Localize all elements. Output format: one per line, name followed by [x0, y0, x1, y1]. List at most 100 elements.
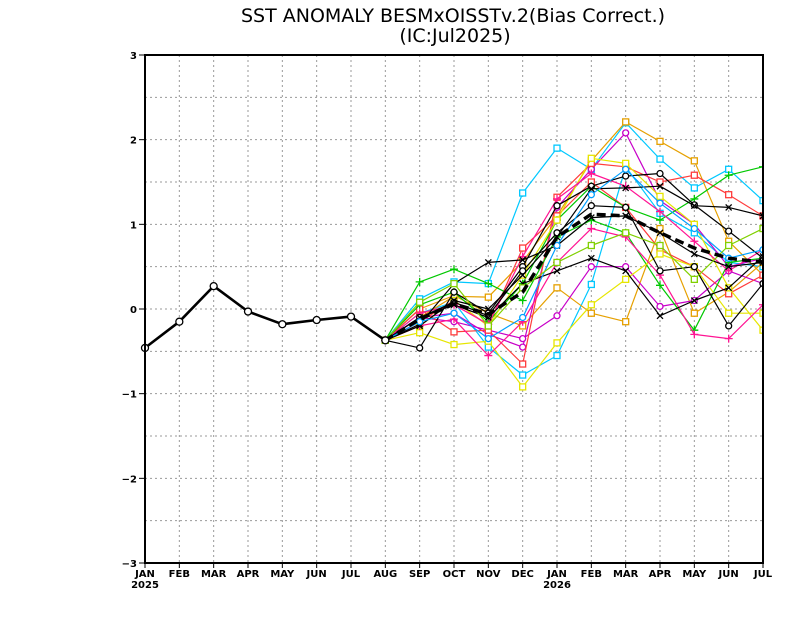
- point-marker: [587, 224, 596, 233]
- point-marker: [450, 328, 458, 336]
- series-line: [384, 132, 763, 348]
- point-marker: [656, 250, 664, 258]
- series-line: [384, 228, 763, 341]
- point-marker: [622, 318, 630, 326]
- y-tick-label: −3: [122, 559, 137, 570]
- point-marker: [484, 314, 492, 321]
- x-tick-label: MAR: [613, 569, 639, 580]
- point-marker: [656, 178, 664, 186]
- point-marker: [622, 263, 630, 271]
- x-tick-label: FEB: [581, 569, 602, 580]
- point-marker: [690, 237, 699, 246]
- point-marker: [621, 182, 630, 191]
- series-line: [385, 168, 763, 341]
- axes: −3 −2 −1 0 1 2 3 JAN FEB MAR APR MAY JUN JUL AUG SEP OCT…: [122, 51, 773, 591]
- point-marker: [450, 279, 458, 288]
- point-marker: [759, 300, 763, 309]
- series-ensemble-mean: [384, 212, 763, 342]
- series-line: [384, 228, 763, 341]
- point-marker: [622, 159, 630, 168]
- point-marker: [725, 203, 733, 211]
- point-marker: [690, 184, 698, 192]
- point-marker: [690, 250, 698, 258]
- point-marker: [622, 184, 630, 192]
- point-marker: [622, 229, 630, 237]
- y-tick-label: 3: [130, 51, 137, 62]
- point-marker: [346, 312, 356, 321]
- series-line: [385, 215, 763, 341]
- x-tick-label: AUG: [373, 569, 397, 580]
- point-marker: [622, 172, 630, 180]
- series-m21: [381, 224, 763, 344]
- point-marker: [690, 309, 698, 317]
- series-m09: [381, 216, 763, 345]
- point-marker: [656, 169, 664, 178]
- point-marker: [759, 326, 763, 334]
- point-marker: [656, 207, 664, 216]
- x-tick-label: SEP: [409, 569, 430, 580]
- point-marker: [724, 266, 733, 275]
- point-marker: [450, 288, 458, 296]
- series-line: [384, 162, 763, 365]
- x-tick-label: FEB: [169, 569, 190, 580]
- point-marker: [175, 317, 184, 326]
- point-marker: [278, 320, 287, 329]
- point-marker: [587, 202, 595, 210]
- point-marker: [587, 185, 595, 193]
- point-marker: [587, 169, 596, 178]
- point-marker: [519, 256, 527, 264]
- series-m20: [381, 165, 763, 344]
- point-marker: [587, 309, 595, 317]
- point-marker: [656, 281, 664, 290]
- point-marker: [312, 315, 321, 325]
- point-marker: [243, 307, 253, 316]
- y-tick-label: 1: [130, 220, 137, 231]
- point-marker: [690, 224, 698, 233]
- point-marker: [484, 351, 493, 360]
- point-marker: [484, 293, 492, 301]
- point-marker: [622, 165, 630, 173]
- point-marker: [519, 371, 527, 379]
- ensemble-mean-layer: [384, 212, 763, 342]
- point-marker: [416, 298, 424, 306]
- point-marker: [622, 118, 630, 126]
- grid-lines: [145, 55, 763, 563]
- point-marker: [690, 157, 698, 165]
- point-marker: [415, 277, 424, 286]
- point-marker: [656, 312, 664, 320]
- point-marker: [656, 199, 664, 207]
- point-marker: [725, 241, 733, 250]
- point-marker: [725, 309, 733, 317]
- point-marker: [656, 241, 664, 250]
- series-line: [385, 185, 763, 341]
- point-marker: [587, 154, 595, 162]
- year-label: 2026: [543, 580, 571, 591]
- point-marker: [450, 340, 458, 349]
- point-marker: [381, 336, 390, 345]
- point-marker: [622, 129, 630, 137]
- point-marker: [690, 297, 698, 304]
- point-marker: [690, 263, 698, 271]
- point-marker: [587, 191, 595, 199]
- point-marker: [553, 312, 561, 320]
- x-tick-label: MAY: [682, 569, 707, 580]
- point-marker: [519, 271, 527, 279]
- point-marker: [484, 334, 492, 343]
- point-marker: [587, 254, 595, 262]
- point-marker: [519, 244, 527, 252]
- point-marker: [759, 162, 763, 171]
- point-marker: [656, 302, 664, 311]
- x-tick-label: JAN: [546, 569, 567, 580]
- point-marker: [553, 241, 561, 250]
- point-marker: [519, 313, 527, 322]
- point-marker: [656, 137, 664, 146]
- point-marker: [587, 241, 595, 250]
- chart-subtitle: (IC:Jul2025): [399, 25, 510, 47]
- point-marker: [622, 275, 630, 284]
- series-m19: [381, 253, 763, 344]
- point-marker: [690, 171, 698, 179]
- point-marker: [656, 155, 664, 163]
- y-tick-label: −1: [122, 390, 137, 401]
- point-marker: [725, 322, 733, 330]
